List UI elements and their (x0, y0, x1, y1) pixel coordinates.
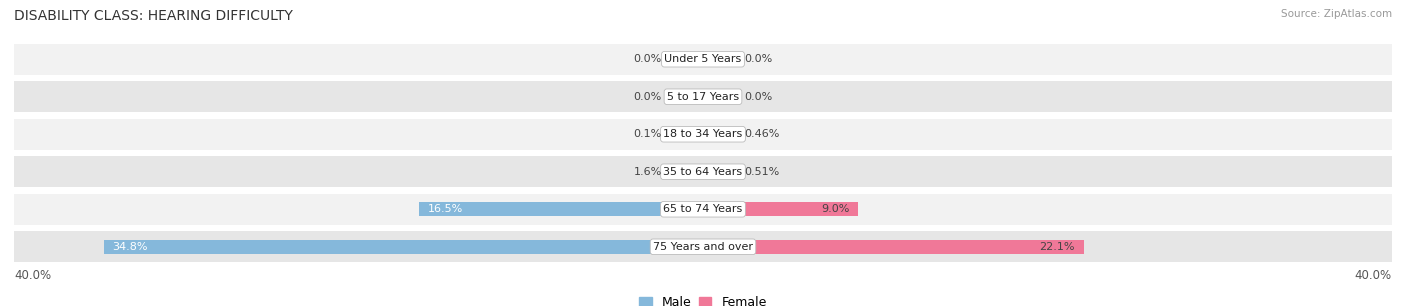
Bar (703, 202, 858, 216)
Bar (419, 202, 703, 216)
Text: 0.1%: 0.1% (634, 129, 662, 139)
Text: 35 to 64 Years: 35 to 64 Years (664, 167, 742, 177)
Bar (14, 194, 1392, 225)
Text: 75 Years and over: 75 Years and over (652, 242, 754, 252)
Text: DISABILITY CLASS: HEARING DIFFICULTY: DISABILITY CLASS: HEARING DIFFICULTY (14, 9, 292, 23)
Legend: Male, Female: Male, Female (634, 291, 772, 306)
Bar (703, 127, 738, 141)
Bar (104, 240, 703, 254)
Bar (703, 52, 738, 66)
Bar (703, 90, 738, 104)
Bar (14, 119, 1392, 150)
Bar (669, 90, 703, 104)
Text: 16.5%: 16.5% (427, 204, 463, 214)
Text: 34.8%: 34.8% (112, 242, 148, 252)
Text: Under 5 Years: Under 5 Years (665, 54, 741, 64)
Bar (14, 231, 1392, 262)
Text: 0.0%: 0.0% (634, 92, 662, 102)
Text: 65 to 74 Years: 65 to 74 Years (664, 204, 742, 214)
Text: 1.6%: 1.6% (634, 167, 662, 177)
Text: Source: ZipAtlas.com: Source: ZipAtlas.com (1281, 9, 1392, 19)
Text: 0.0%: 0.0% (634, 54, 662, 64)
Text: 9.0%: 9.0% (821, 204, 849, 214)
Bar (669, 52, 703, 66)
Bar (703, 165, 738, 179)
Text: 0.0%: 0.0% (744, 92, 772, 102)
Text: 18 to 34 Years: 18 to 34 Years (664, 129, 742, 139)
Text: 0.0%: 0.0% (744, 54, 772, 64)
Text: 0.46%: 0.46% (744, 129, 780, 139)
Text: 5 to 17 Years: 5 to 17 Years (666, 92, 740, 102)
Text: 0.51%: 0.51% (744, 167, 779, 177)
Text: 22.1%: 22.1% (1039, 242, 1076, 252)
Text: 40.0%: 40.0% (1355, 269, 1392, 282)
Bar (669, 127, 703, 141)
Text: 40.0%: 40.0% (14, 269, 51, 282)
Bar (14, 156, 1392, 187)
Bar (14, 81, 1392, 112)
Bar (703, 240, 1084, 254)
Bar (14, 44, 1392, 75)
Bar (669, 165, 703, 179)
